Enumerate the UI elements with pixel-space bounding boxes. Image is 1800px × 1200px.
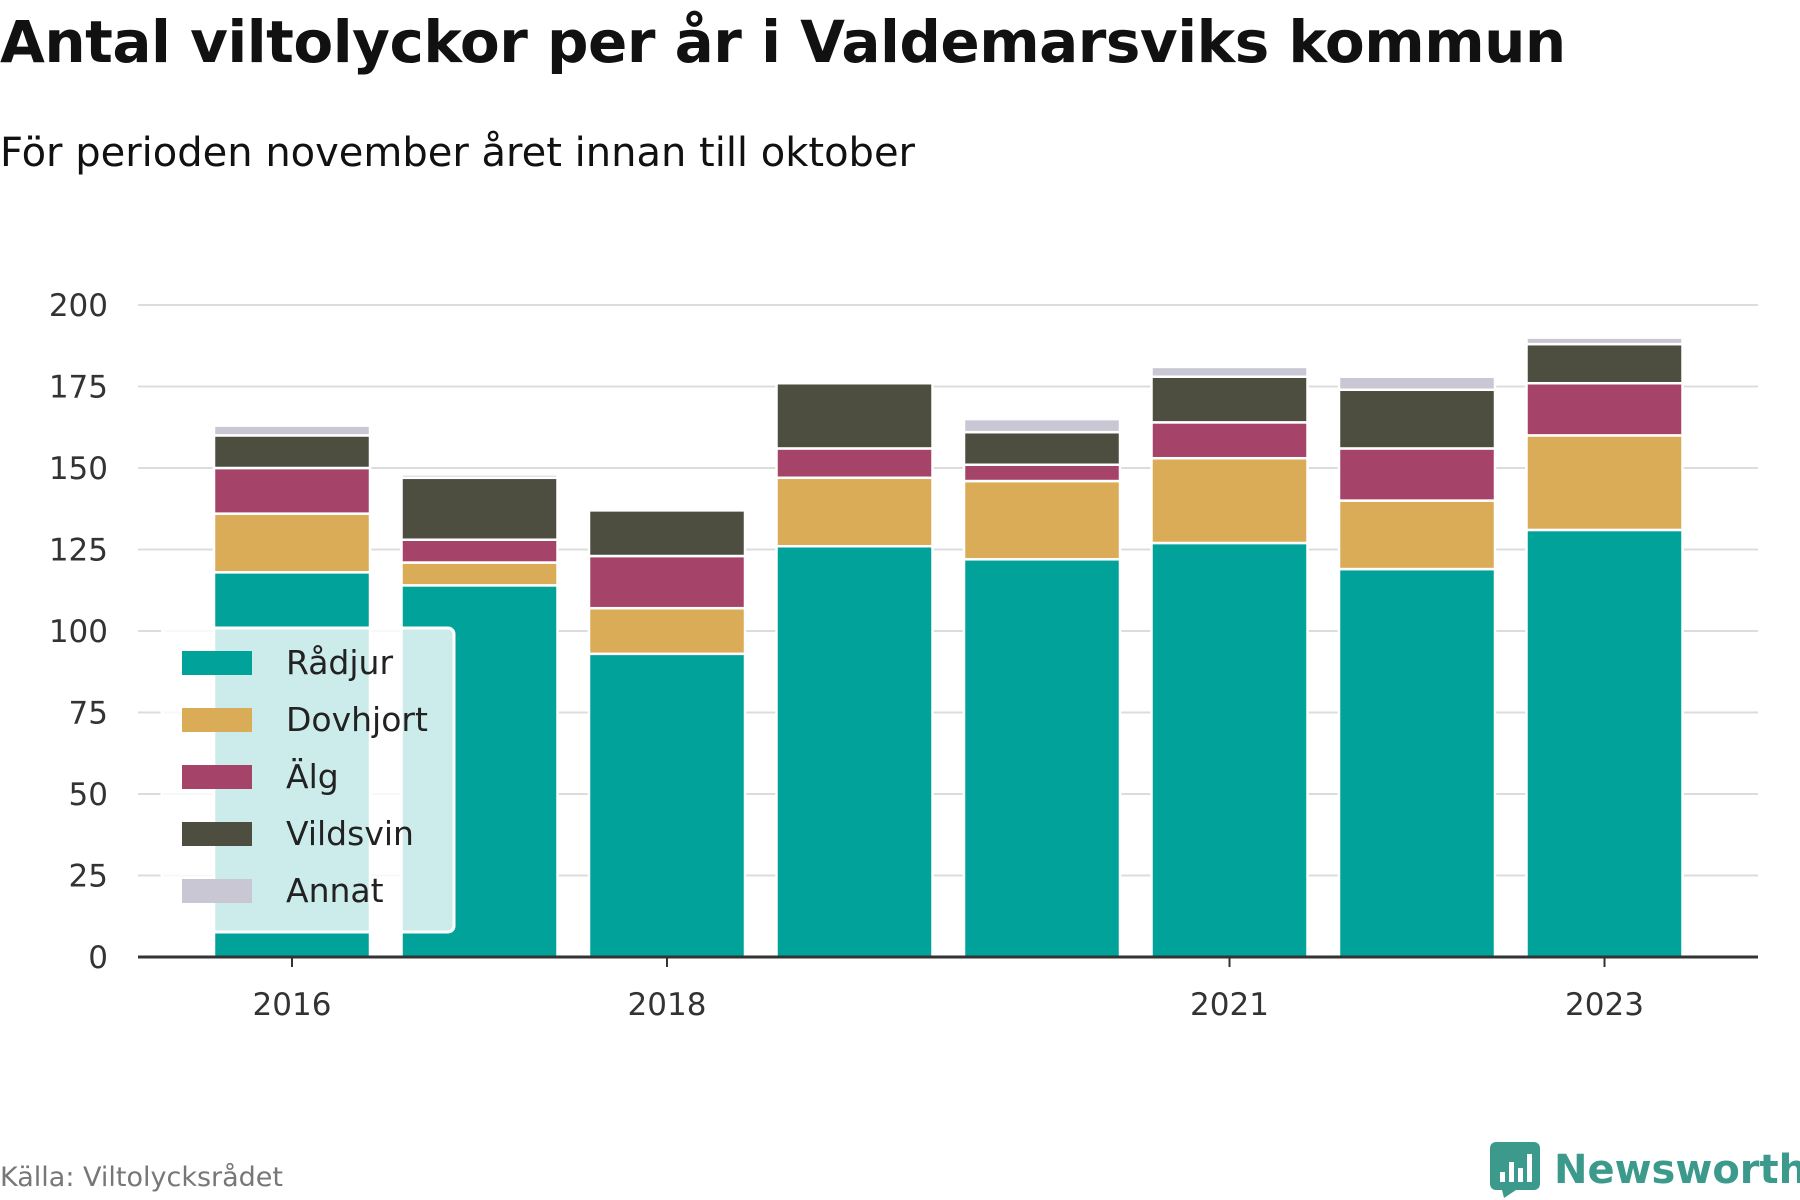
y-tick-label: 25	[69, 859, 108, 895]
bar-segment	[1525, 528, 1684, 959]
source-note: Källa: Viltolycksrådet	[0, 1162, 283, 1193]
bar-segment	[962, 430, 1122, 466]
y-tick-label: 175	[49, 370, 108, 406]
x-tick-label: 2018	[628, 987, 707, 1023]
bar-segment	[1337, 447, 1497, 502]
legend-swatch	[182, 822, 252, 846]
bar-segment	[587, 652, 747, 959]
bar-segment	[587, 554, 747, 610]
chart-title: Antal viltolyckor per år i Valdemarsviks…	[0, 8, 1566, 76]
bar-segment	[1525, 336, 1684, 346]
bar-segment	[1150, 421, 1309, 460]
chart-subtitle: För perioden november året innan till ok…	[0, 130, 915, 176]
bar-segment	[1150, 456, 1309, 545]
bar-segment	[212, 434, 372, 470]
bar-segment	[212, 512, 372, 574]
bar-segment	[1337, 499, 1497, 571]
legend-swatch	[182, 651, 252, 675]
bar-segment	[212, 466, 372, 515]
y-tick-label: 50	[69, 777, 108, 813]
brand: Newsworthy	[1490, 1140, 1800, 1200]
bar-segment	[400, 476, 559, 541]
y-tick-label: 75	[69, 696, 108, 732]
bar-segment	[400, 561, 559, 587]
x-tick-label: 2023	[1565, 987, 1644, 1023]
bar-segment	[962, 479, 1122, 561]
bar-segment	[1337, 567, 1497, 959]
legend-label: Dovhjort	[286, 700, 428, 739]
legend-box	[160, 626, 456, 934]
bar-segment	[1525, 434, 1684, 532]
bar-segment	[400, 538, 559, 564]
bar-segment	[1150, 541, 1309, 959]
bar-segment	[400, 473, 559, 480]
brand-name: Newsworthy	[1554, 1147, 1800, 1193]
newsworthy-logo-icon	[1490, 1142, 1540, 1198]
bar-segment	[212, 424, 372, 437]
bar-segment	[962, 417, 1122, 434]
bar-segment	[1337, 388, 1497, 450]
legend-label: Annat	[286, 871, 384, 910]
legend-swatch	[182, 708, 252, 732]
bar-segment	[775, 381, 934, 450]
bar-segment	[1150, 375, 1309, 424]
legend-swatch	[182, 765, 252, 789]
bar-segment	[775, 447, 934, 480]
bar-segment	[962, 463, 1122, 483]
bar-segment	[587, 509, 747, 558]
bar-segment	[962, 558, 1122, 959]
bar-segment	[775, 544, 934, 959]
legend-label: Älg	[286, 757, 339, 796]
bar-segment	[1150, 365, 1309, 378]
legend-swatch	[182, 879, 252, 903]
bar-segment	[1525, 381, 1684, 437]
bar-segment	[1337, 375, 1497, 392]
y-tick-label: 100	[49, 614, 108, 650]
x-tick-label: 2016	[253, 987, 332, 1023]
y-tick-label: 150	[49, 451, 108, 487]
legend-label: Vildsvin	[286, 814, 414, 853]
bar-segment	[1525, 342, 1684, 385]
y-tick-label: 200	[49, 288, 108, 324]
y-tick-label: 125	[49, 533, 108, 569]
bar-segment	[587, 606, 747, 656]
y-tick-label: 0	[88, 940, 108, 976]
bar-segment	[775, 476, 934, 548]
legend-label: Rådjur	[286, 643, 393, 682]
x-tick-label: 2021	[1190, 987, 1269, 1023]
